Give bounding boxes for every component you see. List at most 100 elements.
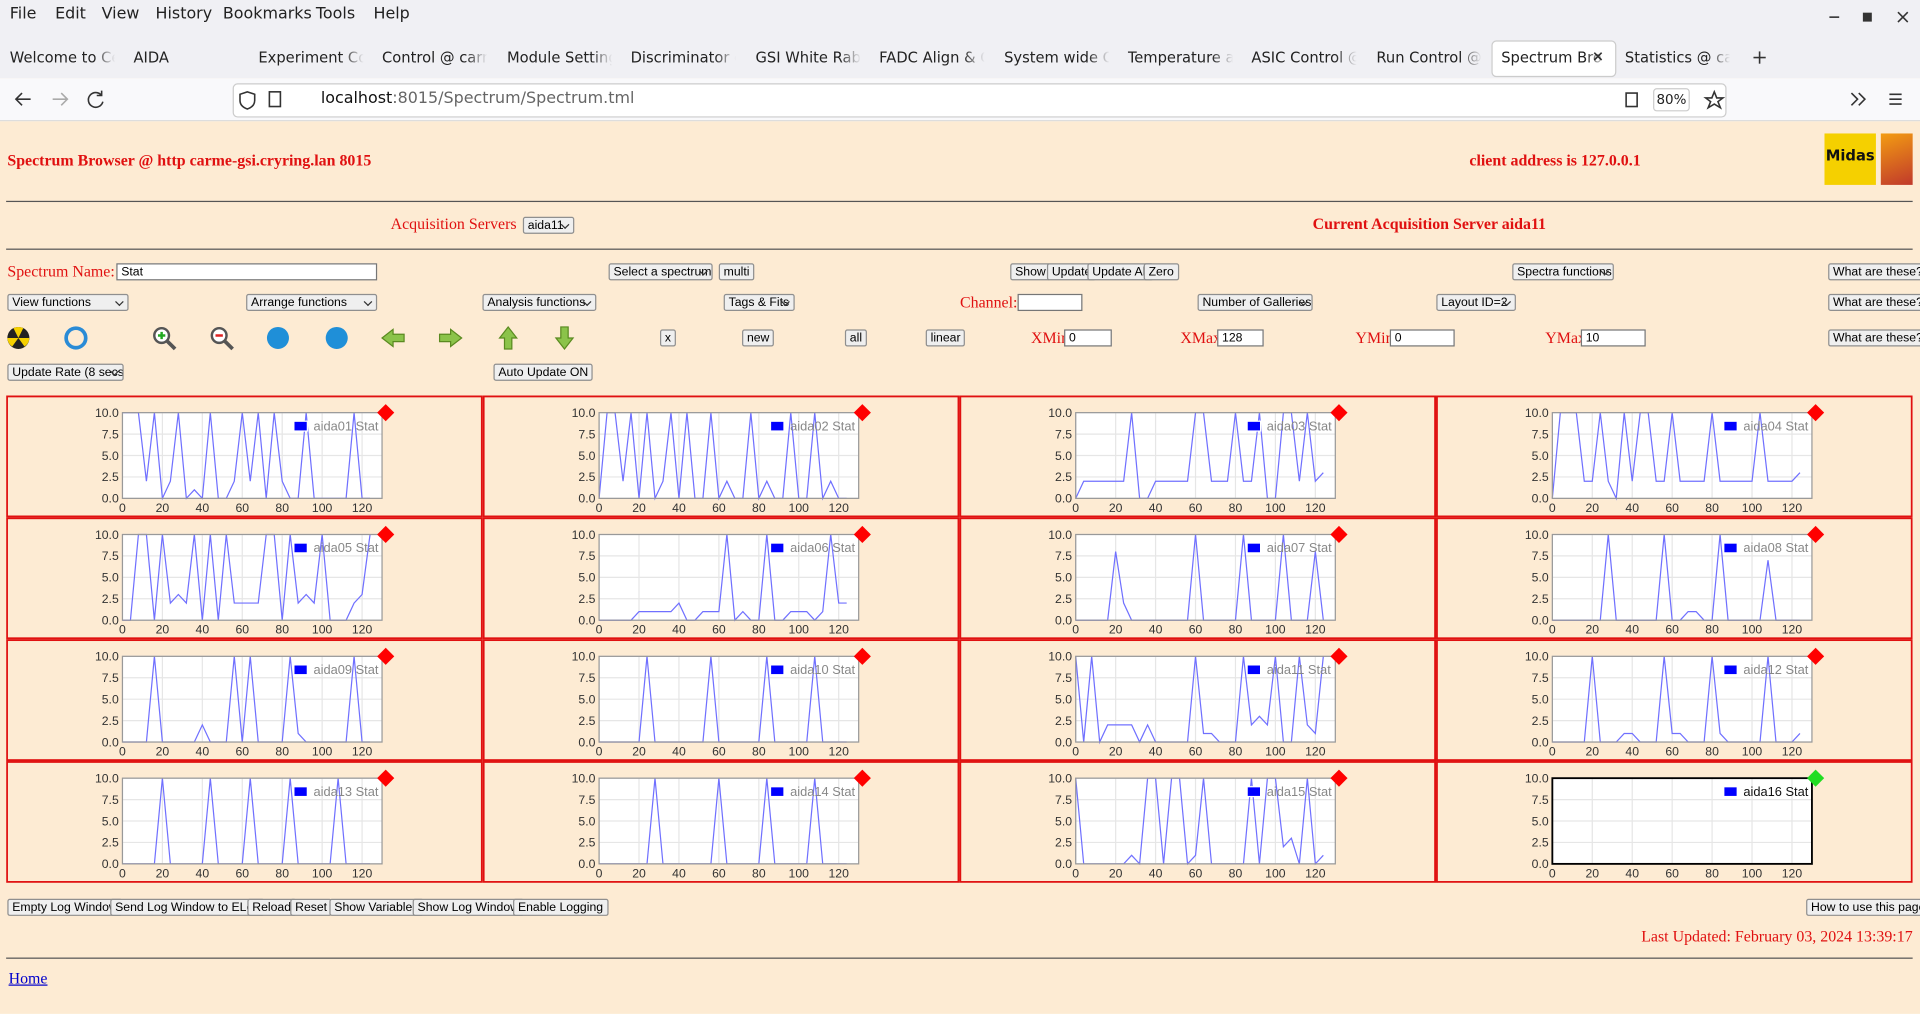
menu-item[interactable]: View <box>102 5 140 25</box>
dropdown[interactable]: Spectra functions <box>1512 263 1614 280</box>
menu-item[interactable]: Edit <box>55 5 86 25</box>
legend-swatch <box>771 787 784 797</box>
y-tick-label: 0.0 <box>1532 735 1549 749</box>
button[interactable]: Reload <box>247 899 296 916</box>
x-tick-label: 0 <box>1072 501 1079 515</box>
button[interactable]: Show Log Window <box>413 899 524 916</box>
menu-item[interactable]: Tools <box>316 5 355 25</box>
tab[interactable]: FADC Align & C <box>879 48 984 68</box>
tab[interactable]: Control @ carm <box>382 48 487 68</box>
tab[interactable]: ASIC Control @ <box>1251 48 1356 68</box>
x-tick-label: 120 <box>1782 745 1803 759</box>
label: Spectrum Name: <box>7 262 114 282</box>
x-tick-label: 40 <box>1149 745 1163 759</box>
y-tick-label: 5.0 <box>578 449 595 463</box>
x-tick-label: 60 <box>1189 866 1203 880</box>
tab[interactable]: Temperature an <box>1128 48 1233 68</box>
y-tick-label: 2.5 <box>102 470 119 484</box>
y-tick-label: 7.5 <box>1532 549 1549 563</box>
x-tick-label: 120 <box>828 623 849 637</box>
button[interactable]: What are these? <box>1828 263 1920 280</box>
button[interactable]: x <box>660 329 676 346</box>
button[interactable]: Show Variables <box>329 899 423 916</box>
button[interactable]: Reset <box>290 899 332 916</box>
x-tick-label: 40 <box>1625 866 1639 880</box>
tab[interactable]: AIDA <box>133 48 238 68</box>
legend-swatch <box>294 421 307 431</box>
tab[interactable]: Welcome to Ce <box>10 48 115 68</box>
y-tick-label: 2.5 <box>1532 836 1549 850</box>
y-tick-label: 7.5 <box>578 793 595 807</box>
button[interactable]: all <box>845 329 867 346</box>
home-link[interactable]: Home <box>9 969 48 989</box>
tab[interactable]: Spectrum Bro <box>1501 48 1606 68</box>
button[interactable]: multi <box>719 263 755 280</box>
dropdown[interactable]: Arrange functions <box>246 294 377 311</box>
dropdown[interactable]: aida11 <box>523 217 574 234</box>
button[interactable]: linear <box>926 329 966 346</box>
x-tick-label: 20 <box>1585 866 1599 880</box>
x-tick-label: 100 <box>1742 745 1763 759</box>
y-tick-label: 10.0 <box>572 528 596 542</box>
button[interactable]: Enable Logging <box>513 899 608 916</box>
x-tick-label: 20 <box>156 866 170 880</box>
y-tick-label: 7.5 <box>578 671 595 685</box>
tab[interactable]: Statistics @ car <box>1625 48 1730 68</box>
text-input[interactable] <box>1018 294 1083 311</box>
x-tick-label: 40 <box>196 745 210 759</box>
tab[interactable]: GSI White Rabb <box>756 48 861 68</box>
toolbar-icons[interactable] <box>0 323 588 352</box>
x-tick-label: 0 <box>1549 866 1556 880</box>
x-tick-label: 0 <box>1072 745 1079 759</box>
dropdown[interactable]: View functions <box>7 294 128 311</box>
dropdown[interactable]: Select a spectrum <box>609 263 713 280</box>
text-input[interactable]: 128 <box>1217 329 1264 346</box>
button[interactable]: What are these? <box>1828 329 1920 346</box>
menu-item[interactable]: History <box>156 5 213 25</box>
y-tick-label: 5.0 <box>578 692 595 706</box>
button[interactable]: Auto Update ON <box>493 364 593 381</box>
x-tick-label: 120 <box>352 866 373 880</box>
status-text: Last Updated: February 03, 2024 13:39:17 <box>1641 927 1912 947</box>
button[interactable]: Zero <box>1144 263 1179 280</box>
x-tick-label: 120 <box>352 623 373 637</box>
button[interactable]: Show <box>1010 263 1050 280</box>
x-tick-label: 60 <box>235 866 249 880</box>
y-tick-label: 2.5 <box>1055 714 1072 728</box>
button[interactable]: Send Log Window to ELog <box>110 899 265 916</box>
x-tick-label: 40 <box>1625 745 1639 759</box>
dropdown[interactable]: Analysis functions <box>482 294 596 311</box>
tab[interactable]: Module Setting <box>507 48 612 68</box>
x-tick-label: 40 <box>1625 501 1639 515</box>
button[interactable]: Empty Log Window <box>7 899 122 916</box>
x-tick-label: 120 <box>1305 866 1326 880</box>
legend-label: aida15 Stat <box>1267 784 1332 799</box>
dropdown[interactable]: Number of Galleries <box>1198 294 1313 311</box>
text-input[interactable]: Stat <box>116 263 377 280</box>
menu-item[interactable]: File <box>10 5 37 25</box>
tab[interactable]: Discriminator c <box>631 48 736 68</box>
menu-item[interactable]: Help <box>373 5 409 25</box>
dropdown[interactable]: Tags & Fits <box>724 294 795 311</box>
tab[interactable]: System wide Ch <box>1004 48 1109 68</box>
legend-swatch <box>1724 787 1737 797</box>
y-tick-label: 5.0 <box>102 814 119 828</box>
tab[interactable]: Run Control @ <box>1376 48 1481 68</box>
y-tick-label: 0.0 <box>1532 857 1549 871</box>
x-tick-label: 80 <box>752 623 766 637</box>
text-input[interactable]: 10 <box>1581 329 1646 346</box>
legend-label: aida10 Stat <box>790 662 855 677</box>
button[interactable]: How to use this page <box>1806 899 1920 916</box>
menu-item[interactable]: Bookmarks <box>223 5 312 25</box>
x-tick-label: 60 <box>1189 501 1203 515</box>
legend-swatch <box>1247 665 1260 675</box>
dropdown[interactable]: Layout ID=2 <box>1436 294 1516 311</box>
y-tick-label: 7.5 <box>1532 793 1549 807</box>
text-input[interactable]: 0 <box>1064 329 1112 346</box>
dropdown[interactable]: Update Rate (8 secs) <box>7 364 123 381</box>
button[interactable]: new <box>742 329 774 346</box>
tab[interactable]: Experiment Con <box>258 48 363 68</box>
text-input[interactable]: 0 <box>1390 329 1455 346</box>
y-tick-label: 7.5 <box>1532 427 1549 441</box>
button[interactable]: What are these? <box>1828 294 1920 311</box>
